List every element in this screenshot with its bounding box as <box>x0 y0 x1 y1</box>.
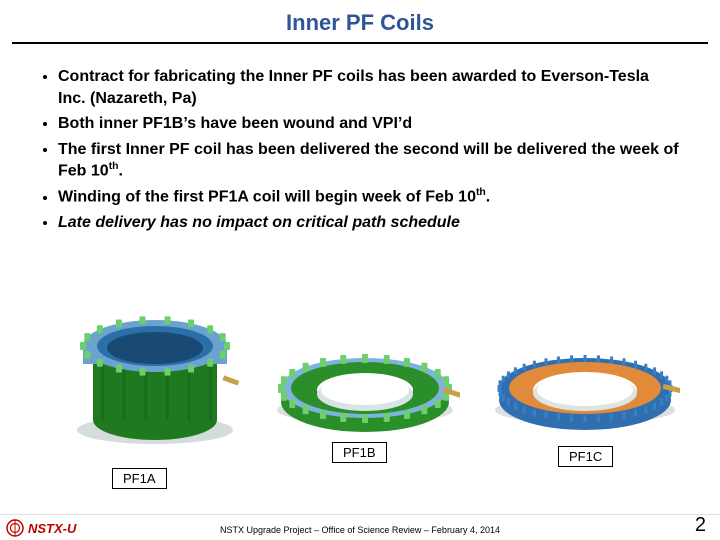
label-pf1a: PF1A <box>112 468 167 489</box>
title-wrap: Inner PF Coils <box>0 0 720 36</box>
slide: Inner PF Coils Contract for fabricating … <box>0 0 720 540</box>
label-pf1c: PF1C <box>558 446 613 467</box>
coil-pf1c <box>490 306 680 451</box>
bullet-item: Late delivery has no impact on critical … <box>58 212 680 234</box>
bullet-list: Contract for fabricating the Inner PF co… <box>0 44 720 234</box>
bullet-item: Contract for fabricating the Inner PF co… <box>58 66 680 109</box>
coil-pf1b-svg <box>270 306 460 446</box>
bullet-item: The first Inner PF coil has been deliver… <box>58 139 680 183</box>
footer: NSTX-U NSTX Upgrade Project – Office of … <box>0 514 720 540</box>
coil-pf1a-svg <box>60 288 250 448</box>
bullet-item: Both inner PF1B’s have been wound and VP… <box>58 113 680 135</box>
coil-pf1a <box>60 288 250 453</box>
figures-area: PF1A PF1B PF1C <box>0 288 720 458</box>
coil-pf1c-svg <box>490 306 680 446</box>
bullet-item: Winding of the first PF1A coil will begi… <box>58 186 680 208</box>
slide-title: Inner PF Coils <box>286 10 434 36</box>
footer-center-text: NSTX Upgrade Project – Office of Science… <box>0 525 720 535</box>
label-pf1b: PF1B <box>332 442 387 463</box>
page-number: 2 <box>695 514 706 537</box>
coil-pf1b <box>270 306 460 451</box>
